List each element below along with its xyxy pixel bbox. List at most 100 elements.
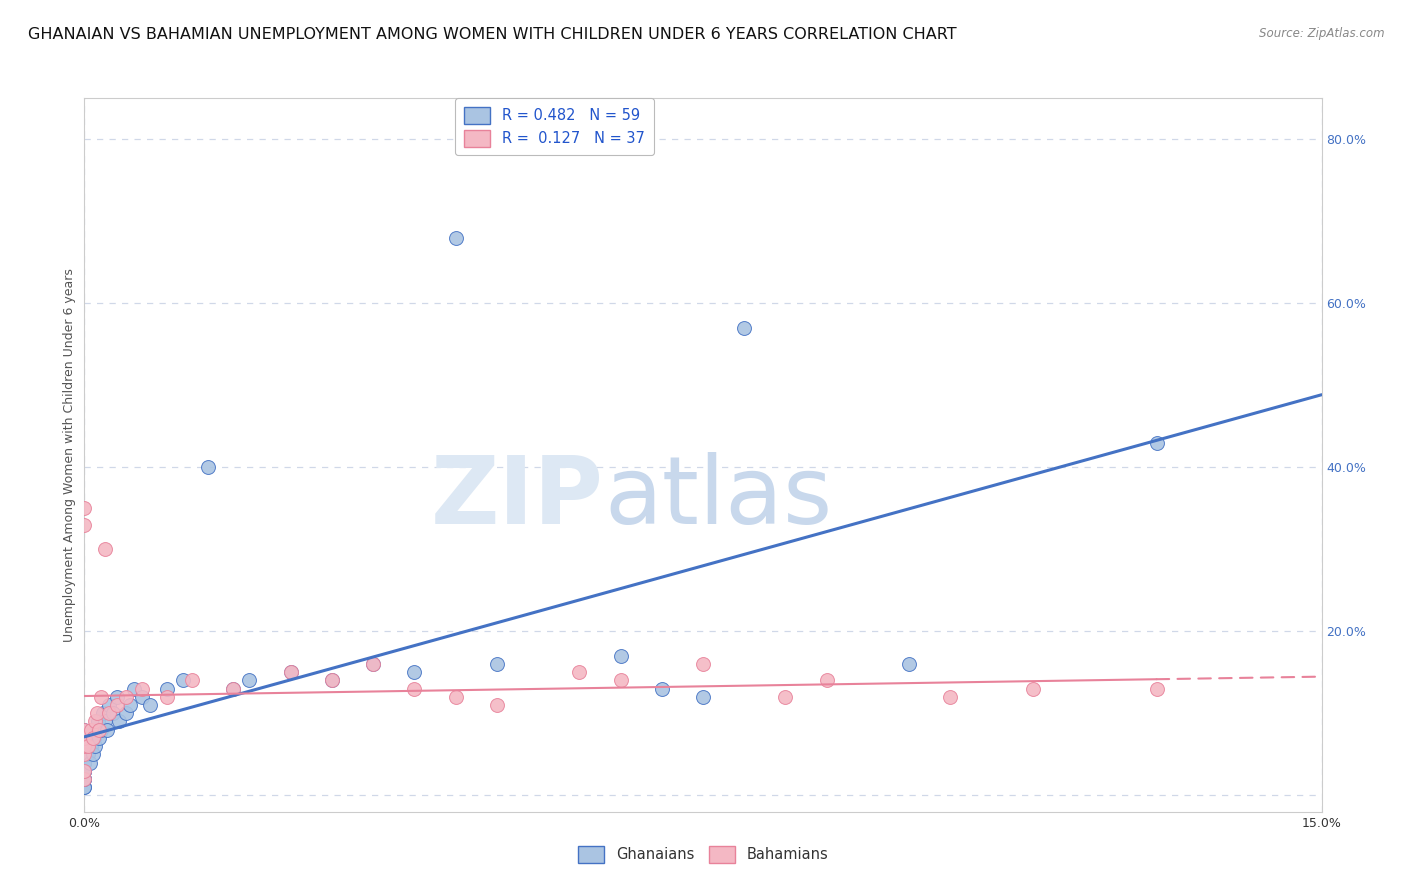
- Point: [404, 665, 426, 680]
- Point: [73, 772, 96, 786]
- Text: atlas: atlas: [605, 451, 832, 544]
- Point: [73, 756, 96, 770]
- Point: [103, 706, 125, 721]
- Point: [775, 690, 797, 704]
- Point: [73, 747, 96, 762]
- Point: [73, 756, 96, 770]
- Point: [197, 460, 219, 475]
- Point: [82, 747, 104, 762]
- Point: [280, 665, 302, 680]
- Point: [73, 780, 96, 794]
- Point: [89, 723, 111, 737]
- Point: [73, 723, 96, 737]
- Point: [156, 690, 179, 704]
- Point: [73, 780, 96, 794]
- Point: [118, 698, 141, 712]
- Point: [180, 673, 202, 688]
- Point: [79, 756, 101, 770]
- Point: [114, 706, 136, 721]
- Point: [939, 690, 962, 704]
- Point: [96, 723, 118, 737]
- Point: [1146, 435, 1168, 450]
- Point: [122, 681, 145, 696]
- Point: [73, 772, 96, 786]
- Point: [73, 764, 96, 778]
- Point: [222, 681, 245, 696]
- Point: [73, 739, 96, 753]
- Point: [86, 706, 108, 721]
- Point: [73, 764, 96, 778]
- Point: [73, 731, 96, 745]
- Point: [444, 690, 467, 704]
- Y-axis label: Unemployment Among Women with Children Under 6 years: Unemployment Among Women with Children U…: [63, 268, 76, 642]
- Point: [238, 673, 260, 688]
- Point: [87, 714, 110, 729]
- Point: [692, 657, 714, 671]
- Point: [651, 681, 673, 696]
- Point: [485, 698, 508, 712]
- Point: [444, 230, 467, 244]
- Point: [485, 657, 508, 671]
- Point: [139, 698, 162, 712]
- Point: [73, 517, 96, 532]
- Point: [73, 731, 96, 745]
- Point: [73, 772, 96, 786]
- Point: [80, 723, 103, 737]
- Point: [84, 714, 107, 729]
- Point: [609, 673, 631, 688]
- Point: [108, 714, 131, 729]
- Point: [321, 673, 343, 688]
- Point: [815, 673, 838, 688]
- Point: [83, 731, 105, 745]
- Point: [73, 747, 96, 762]
- Point: [692, 690, 714, 704]
- Point: [84, 739, 107, 753]
- Point: [73, 747, 96, 762]
- Point: [94, 542, 117, 557]
- Text: ZIP: ZIP: [432, 451, 605, 544]
- Point: [280, 665, 302, 680]
- Point: [321, 673, 343, 688]
- Point: [94, 714, 117, 729]
- Point: [361, 657, 384, 671]
- Point: [1022, 681, 1045, 696]
- Point: [98, 698, 121, 712]
- Point: [404, 681, 426, 696]
- Point: [80, 739, 103, 753]
- Point: [73, 756, 96, 770]
- Point: [77, 739, 100, 753]
- Point: [114, 690, 136, 704]
- Point: [898, 657, 921, 671]
- Point: [73, 764, 96, 778]
- Point: [73, 501, 96, 516]
- Point: [73, 723, 96, 737]
- Point: [73, 747, 96, 762]
- Text: Source: ZipAtlas.com: Source: ZipAtlas.com: [1260, 27, 1385, 40]
- Point: [90, 723, 112, 737]
- Point: [1146, 681, 1168, 696]
- Point: [131, 681, 153, 696]
- Point: [73, 772, 96, 786]
- Point: [73, 764, 96, 778]
- Point: [733, 320, 755, 334]
- Point: [105, 690, 128, 704]
- Point: [82, 731, 104, 745]
- Point: [73, 739, 96, 753]
- Point: [90, 690, 112, 704]
- Point: [609, 648, 631, 663]
- Point: [222, 681, 245, 696]
- Legend: Ghanaians, Bahamians: Ghanaians, Bahamians: [572, 840, 834, 869]
- Point: [156, 681, 179, 696]
- Point: [73, 739, 96, 753]
- Point: [73, 739, 96, 753]
- Point: [73, 764, 96, 778]
- Point: [86, 723, 108, 737]
- Point: [105, 698, 128, 712]
- Point: [568, 665, 591, 680]
- Point: [361, 657, 384, 671]
- Point: [98, 706, 121, 721]
- Point: [91, 706, 114, 721]
- Point: [131, 690, 153, 704]
- Text: GHANAIAN VS BAHAMIAN UNEMPLOYMENT AMONG WOMEN WITH CHILDREN UNDER 6 YEARS CORREL: GHANAIAN VS BAHAMIAN UNEMPLOYMENT AMONG …: [28, 27, 956, 42]
- Point: [77, 747, 100, 762]
